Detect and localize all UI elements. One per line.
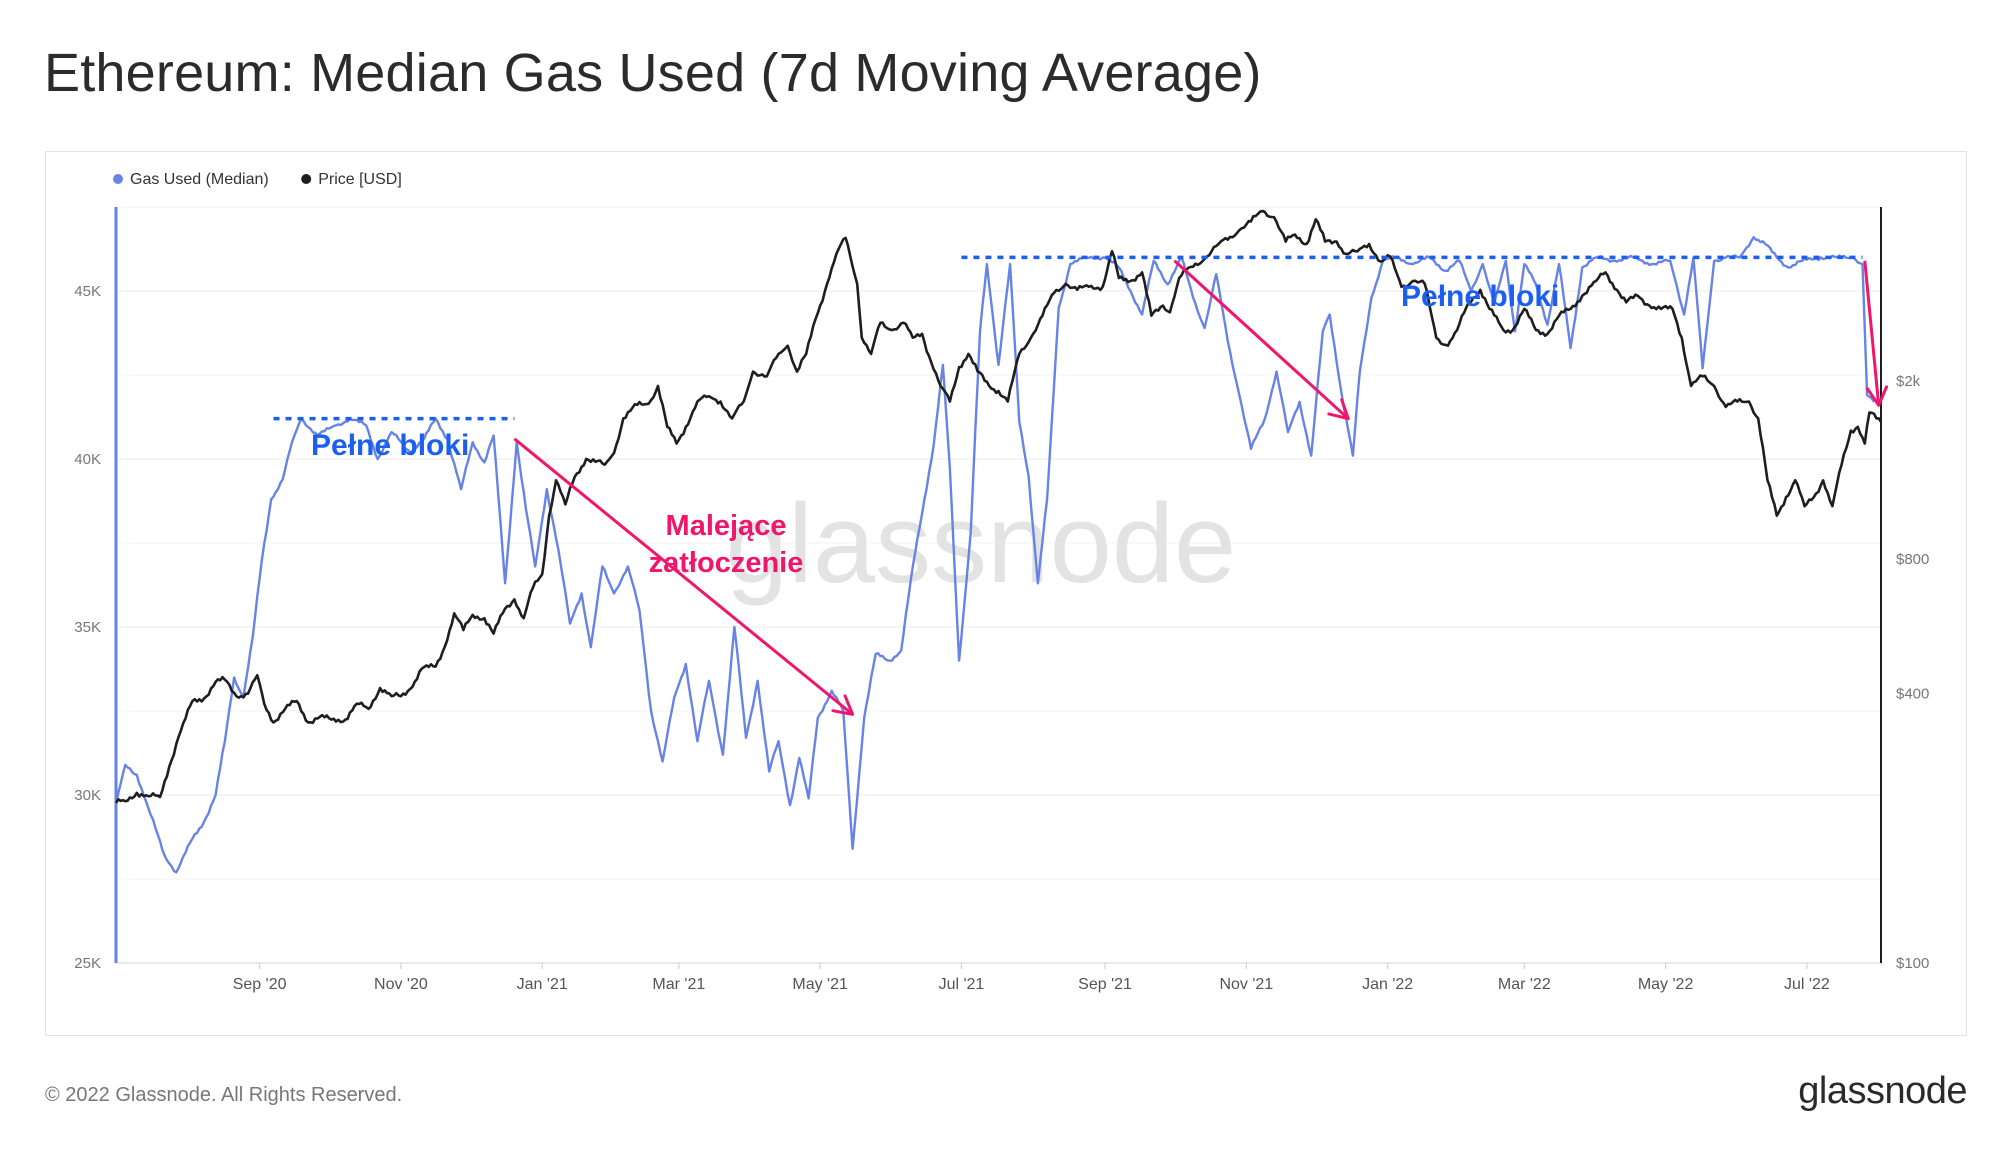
series bbox=[114, 209, 1883, 874]
y-left-tick-label: 35K bbox=[74, 619, 101, 636]
chart-frame: glassnode 25K 30K 35K 40K 45K $100 $400 $800 $2k… bbox=[45, 151, 1967, 1036]
x-tick-label: Jul '21 bbox=[939, 976, 985, 993]
legend-marker bbox=[301, 174, 312, 184]
annotation-decreasing-congestion-label: Malejące bbox=[666, 510, 787, 542]
trend-arrow-head bbox=[1327, 398, 1350, 421]
chart-area: glassnode 25K 30K 35K 40K 45K $100 $400 $800 $2k… bbox=[74, 171, 1929, 993]
y-right-tick-label: $2k bbox=[1896, 373, 1921, 390]
annotations: Pełne bloki Pełne bloki Malejące zatłoczeni… bbox=[273, 255, 1889, 716]
x-tick-label: Jan '22 bbox=[1362, 976, 1413, 993]
page-title: Ethereum: Median Gas Used (7d Moving Ave… bbox=[44, 43, 1262, 103]
legend-label: Gas Used (Median) bbox=[130, 171, 269, 188]
legend: Gas Used (Median) Price [USD] bbox=[113, 171, 402, 188]
x-tick-label: Sep '21 bbox=[1078, 976, 1132, 993]
trend-arrow-head bbox=[1865, 385, 1889, 407]
series-price-line bbox=[114, 209, 1883, 804]
y-right-tick-label: $400 bbox=[1896, 686, 1929, 703]
y-left-tick-label: 30K bbox=[74, 787, 101, 804]
watermark: glassnode bbox=[726, 481, 1237, 606]
trend-arrow-line bbox=[513, 437, 854, 716]
trend-arrow-head bbox=[831, 694, 855, 716]
y-left-tick-label: 25K bbox=[74, 955, 101, 972]
trend-arrow-line bbox=[1173, 259, 1350, 420]
legend-label: Price [USD] bbox=[318, 171, 402, 188]
x-tick-label: May '22 bbox=[1638, 976, 1694, 993]
y-right-tick-label: $100 bbox=[1896, 955, 1929, 972]
annotation-full-blocks-label: Pełne bloki bbox=[1401, 280, 1559, 313]
trend-arrow-line bbox=[1863, 260, 1881, 406]
y-left-tick-label: 45K bbox=[74, 283, 101, 300]
footer-logo: glassnode bbox=[1798, 1070, 1967, 1112]
annotation-full-blocks-label: Pełne bloki bbox=[311, 429, 469, 462]
series-gas-used-line bbox=[114, 236, 1876, 874]
x-tick-label: May '21 bbox=[792, 976, 848, 993]
x-tick-label: Jan '21 bbox=[517, 976, 568, 993]
x-tick-label: Jul '22 bbox=[1784, 976, 1830, 993]
annotation-decreasing-congestion-label: zatłoczenie bbox=[649, 547, 804, 579]
axes: 25K 30K 35K 40K 45K $100 $400 $800 $2k Sep '20 Nov… bbox=[74, 207, 1929, 993]
y-right-tick-label: $800 bbox=[1896, 551, 1929, 568]
x-tick-label: Nov '20 bbox=[374, 976, 428, 993]
y-left-tick-label: 40K bbox=[74, 451, 101, 468]
x-tick-label: Mar '22 bbox=[1498, 976, 1551, 993]
legend-marker bbox=[113, 174, 123, 184]
x-tick-label: Nov '21 bbox=[1219, 976, 1273, 993]
x-tick-label: Mar '21 bbox=[652, 976, 705, 993]
x-tick-label: Sep '20 bbox=[233, 976, 287, 993]
footer-copyright: © 2022 Glassnode. All Rights Reserved. bbox=[45, 1084, 403, 1106]
grid-lines bbox=[116, 206, 1881, 964]
